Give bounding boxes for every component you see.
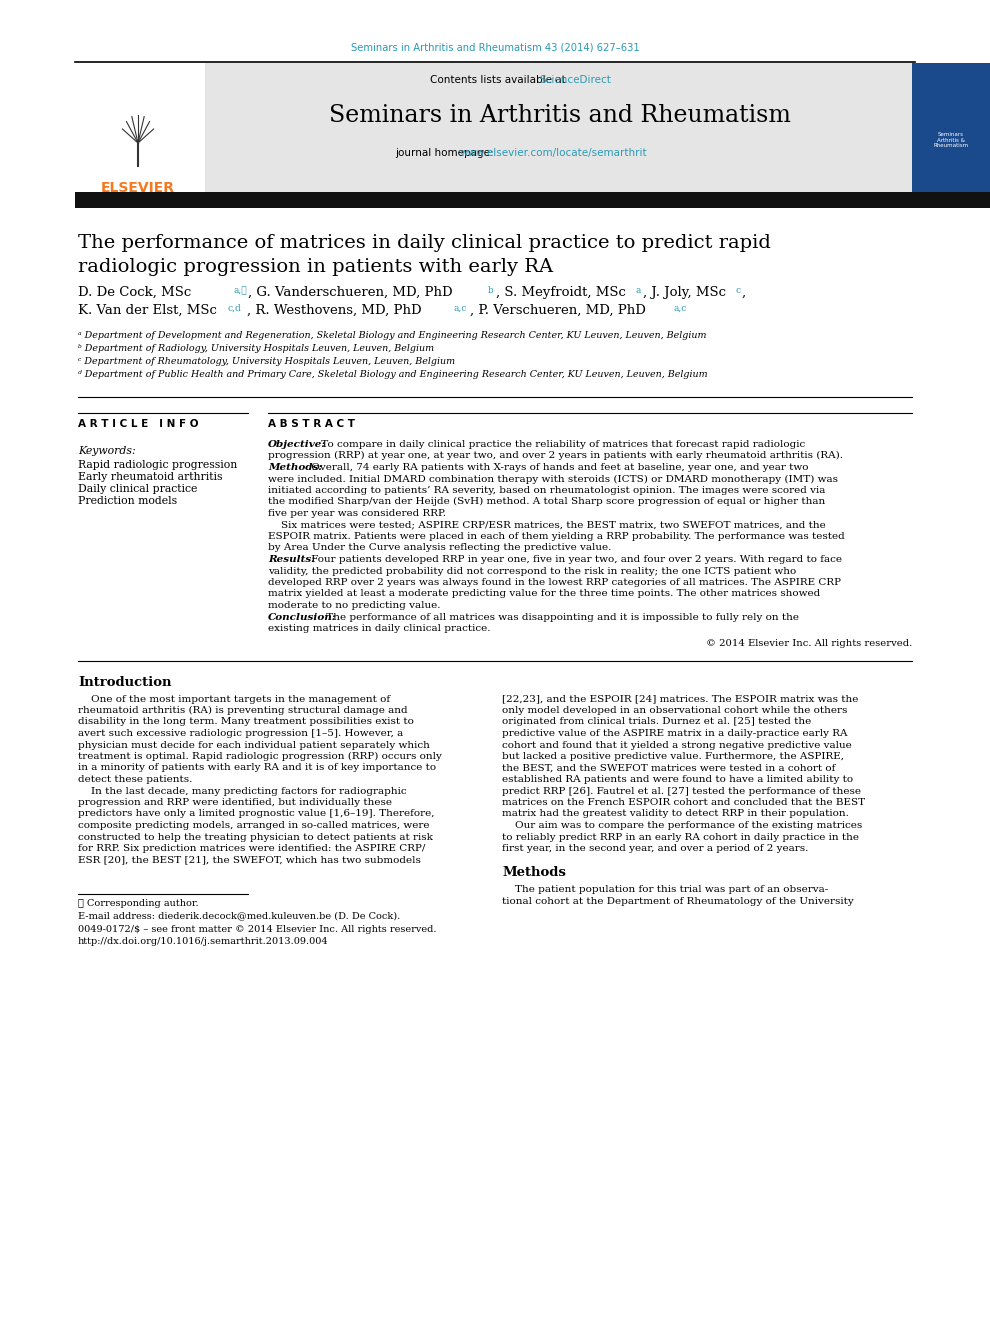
Text: progression (RRP) at year one, at year two, and over 2 years in patients with ea: progression (RRP) at year one, at year t… [268,451,843,461]
Text: but lacked a positive predictive value. Furthermore, the ASPIRE,: but lacked a positive predictive value. … [502,752,844,762]
Text: A B S T R A C T: A B S T R A C T [268,418,355,429]
Text: Our aim was to compare the performance of the existing matrices: Our aim was to compare the performance o… [502,821,862,830]
Text: One of the most important targets in the management of: One of the most important targets in the… [78,694,390,704]
Text: In the last decade, many predicting factors for radiographic: In the last decade, many predicting fact… [78,787,407,796]
Text: To compare in daily clinical practice the reliability of matrices that forecast : To compare in daily clinical practice th… [318,440,805,449]
Bar [205,63,912,195]
Text: Methods:: Methods: [268,463,323,473]
Text: ScienceDirect: ScienceDirect [540,75,611,84]
Text: matrix had the greatest validity to detect RRP in their population.: matrix had the greatest validity to dete… [502,809,848,818]
Text: Rapid radiologic progression: Rapid radiologic progression [78,459,238,470]
Text: initiated according to patients’ RA severity, based on rheumatologist opinion. T: initiated according to patients’ RA seve… [268,486,826,495]
Text: The performance of matrices in daily clinical practice to predict rapid: The performance of matrices in daily cli… [78,234,771,252]
Text: in a minority of patients with early RA and it is of key importance to: in a minority of patients with early RA … [78,763,437,772]
Text: disability in the long term. Many treatment possibilities exist to: disability in the long term. Many treatm… [78,718,414,726]
Text: , J. Joly, MSc: , J. Joly, MSc [643,286,726,300]
Text: The patient population for this trial was part of an observa-: The patient population for this trial wa… [502,886,829,895]
Text: moderate to no predicting value.: moderate to no predicting value. [268,601,441,610]
Text: only model developed in an observational cohort while the others: only model developed in an observational… [502,706,847,715]
Text: Results:: Results: [268,554,315,564]
Text: constructed to help the treating physician to detect patients at risk: constructed to help the treating physici… [78,833,433,842]
Text: The performance of all matrices was disappointing and it is impossible to fully : The performance of all matrices was disa… [323,612,799,622]
Text: Keywords:: Keywords: [78,446,136,455]
Text: were included. Initial DMARD combination therapy with steroids (ICTS) or DMARD m: were included. Initial DMARD combination… [268,474,838,483]
Text: originated from clinical trials. Durnez et al. [25] tested the: originated from clinical trials. Durnez … [502,718,811,726]
Text: by Area Under the Curve analysis reflecting the predictive value.: by Area Under the Curve analysis reflect… [268,544,612,553]
Text: Overall, 74 early RA patients with X-rays of hands and feet at baseline, year on: Overall, 74 early RA patients with X-ray… [308,463,809,473]
Text: http://dx.doi.org/10.1016/j.semarthrit.2013.09.004: http://dx.doi.org/10.1016/j.semarthrit.2… [78,937,329,946]
Text: detect these patients.: detect these patients. [78,775,192,784]
Bar [75,191,990,209]
Text: journal homepage:: journal homepage: [395,148,497,158]
Text: developed RRP over 2 years was always found in the lowest RRP categories of all : developed RRP over 2 years was always fo… [268,578,841,587]
Text: Daily clinical practice: Daily clinical practice [78,484,197,494]
Text: Seminars in Arthritis and Rheumatism: Seminars in Arthritis and Rheumatism [329,104,791,128]
Text: Four patients developed RRP in year one, five in year two, and four over 2 years: Four patients developed RRP in year one,… [308,554,842,564]
Text: avert such excessive radiologic progression [1–5]. However, a: avert such excessive radiologic progress… [78,729,403,738]
Text: a,c: a,c [674,304,687,313]
Text: , S. Meyfroidt, MSc: , S. Meyfroidt, MSc [496,286,626,300]
Text: Seminars in Arthritis and Rheumatism 43 (2014) 627–631: Seminars in Arthritis and Rheumatism 43 … [350,44,640,53]
Text: c,d: c,d [227,304,241,313]
Bar [75,63,205,195]
Text: ᵇ Department of Radiology, University Hospitals Leuven, Leuven, Belgium: ᵇ Department of Radiology, University Ho… [78,345,435,352]
Text: matrices on the French ESPOIR cohort and concluded that the BEST: matrices on the French ESPOIR cohort and… [502,799,865,807]
Text: ESR [20], the BEST [21], the SWEFOT, which has two submodels: ESR [20], the BEST [21], the SWEFOT, whi… [78,855,421,865]
Text: Six matrices were tested; ASPIRE CRP/ESR matrices, the BEST matrix, two SWEFOT m: Six matrices were tested; ASPIRE CRP/ESR… [268,520,826,529]
Text: rheumatoid arthritis (RA) is preventing structural damage and: rheumatoid arthritis (RA) is preventing … [78,706,408,715]
Text: b: b [488,286,494,294]
Text: , R. Westhovens, MD, PhD: , R. Westhovens, MD, PhD [247,304,422,317]
Text: first year, in the second year, and over a period of 2 years.: first year, in the second year, and over… [502,843,809,853]
Bar [912,63,990,195]
Text: for RRP. Six prediction matrices were identified: the ASPIRE CRP/: for RRP. Six prediction matrices were id… [78,843,426,853]
Text: ,: , [742,286,746,300]
Text: ᶜ Department of Rheumatology, University Hospitals Leuven, Leuven, Belgium: ᶜ Department of Rheumatology, University… [78,356,455,366]
Text: tional cohort at the Department of Rheumatology of the University: tional cohort at the Department of Rheum… [502,898,853,906]
Text: , P. Verschueren, MD, PhD: , P. Verschueren, MD, PhD [470,304,645,317]
Text: a,⋆: a,⋆ [233,286,247,294]
Text: ESPOIR matrix. Patients were placed in each of them yielding a RRP probability. : ESPOIR matrix. Patients were placed in e… [268,532,844,541]
Text: ⋆ Corresponding author.: ⋆ Corresponding author. [78,899,199,908]
Text: a: a [636,286,642,294]
Text: cohort and found that it yielded a strong negative predictive value: cohort and found that it yielded a stron… [502,741,851,750]
Text: the BEST, and the SWEFOT matrices were tested in a cohort of: the BEST, and the SWEFOT matrices were t… [502,763,836,772]
Text: , G. Vanderschueren, MD, PhD: , G. Vanderschueren, MD, PhD [248,286,452,300]
Text: www.elsevier.com/locate/semarthrit: www.elsevier.com/locate/semarthrit [459,148,647,158]
Text: A R T I C L E   I N F O: A R T I C L E I N F O [78,418,199,429]
Text: K. Van der Elst, MSc: K. Van der Elst, MSc [78,304,217,317]
Text: Contents lists available at: Contents lists available at [430,75,569,84]
Text: Seminars
Arthritis &
Rheumatism: Seminars Arthritis & Rheumatism [934,132,968,148]
Text: validity, the predicted probability did not correspond to the risk in reality; t: validity, the predicted probability did … [268,566,796,576]
Text: Methods: Methods [502,866,566,879]
Text: progression and RRP were identified, but individually these: progression and RRP were identified, but… [78,799,392,807]
Text: established RA patients and were found to have a limited ability to: established RA patients and were found t… [502,775,853,784]
Text: to reliably predict RRP in an early RA cohort in daily practice in the: to reliably predict RRP in an early RA c… [502,833,859,842]
Text: predictors have only a limited prognostic value [1,6–19]. Therefore,: predictors have only a limited prognosti… [78,809,435,818]
Text: predictive value of the ASPIRE matrix in a daily-practice early RA: predictive value of the ASPIRE matrix in… [502,729,847,738]
Text: five per year was considered RRP.: five per year was considered RRP. [268,510,446,517]
Text: Conclusion:: Conclusion: [268,612,337,622]
Text: Early rheumatoid arthritis: Early rheumatoid arthritis [78,473,223,482]
Text: predict RRP [26]. Fautrel et al. [27] tested the performance of these: predict RRP [26]. Fautrel et al. [27] te… [502,787,861,796]
Text: ᵃ Department of Development and Regeneration, Skeletal Biology and Engineering R: ᵃ Department of Development and Regenera… [78,331,707,341]
Text: [22,23], and the ESPOIR [24] matrices. The ESPOIR matrix was the: [22,23], and the ESPOIR [24] matrices. T… [502,694,858,704]
Text: physician must decide for each individual patient separately which: physician must decide for each individua… [78,741,430,750]
Text: ᵈ Department of Public Health and Primary Care, Skeletal Biology and Engineering: ᵈ Department of Public Health and Primar… [78,370,708,379]
Text: matrix yielded at least a moderate predicting value for the three time points. T: matrix yielded at least a moderate predi… [268,590,821,598]
Text: 0049-0172/$ – see front matter © 2014 Elsevier Inc. All rights reserved.: 0049-0172/$ – see front matter © 2014 El… [78,925,437,935]
Text: © 2014 Elsevier Inc. All rights reserved.: © 2014 Elsevier Inc. All rights reserved… [706,639,912,648]
Text: Objective:: Objective: [268,440,327,449]
Text: existing matrices in daily clinical practice.: existing matrices in daily clinical prac… [268,624,490,634]
Text: ELSEVIER: ELSEVIER [101,181,175,195]
Text: c: c [735,286,741,294]
Text: a,c: a,c [453,304,466,313]
Text: Prediction models: Prediction models [78,496,177,506]
Text: treatment is optimal. Rapid radiologic progression (RRP) occurs only: treatment is optimal. Rapid radiologic p… [78,752,442,762]
Text: Introduction: Introduction [78,676,171,689]
Text: composite predicting models, arranged in so-called matrices, were: composite predicting models, arranged in… [78,821,430,830]
Text: radiologic progression in patients with early RA: radiologic progression in patients with … [78,257,553,276]
Text: the modified Sharp/van der Heijde (SvH) method. A total Sharp score progression : the modified Sharp/van der Heijde (SvH) … [268,498,826,507]
Text: E-mail address: diederik.decock@med.kuleuven.be (D. De Cock).: E-mail address: diederik.decock@med.kule… [78,911,400,920]
Text: D. De Cock, MSc: D. De Cock, MSc [78,286,191,300]
